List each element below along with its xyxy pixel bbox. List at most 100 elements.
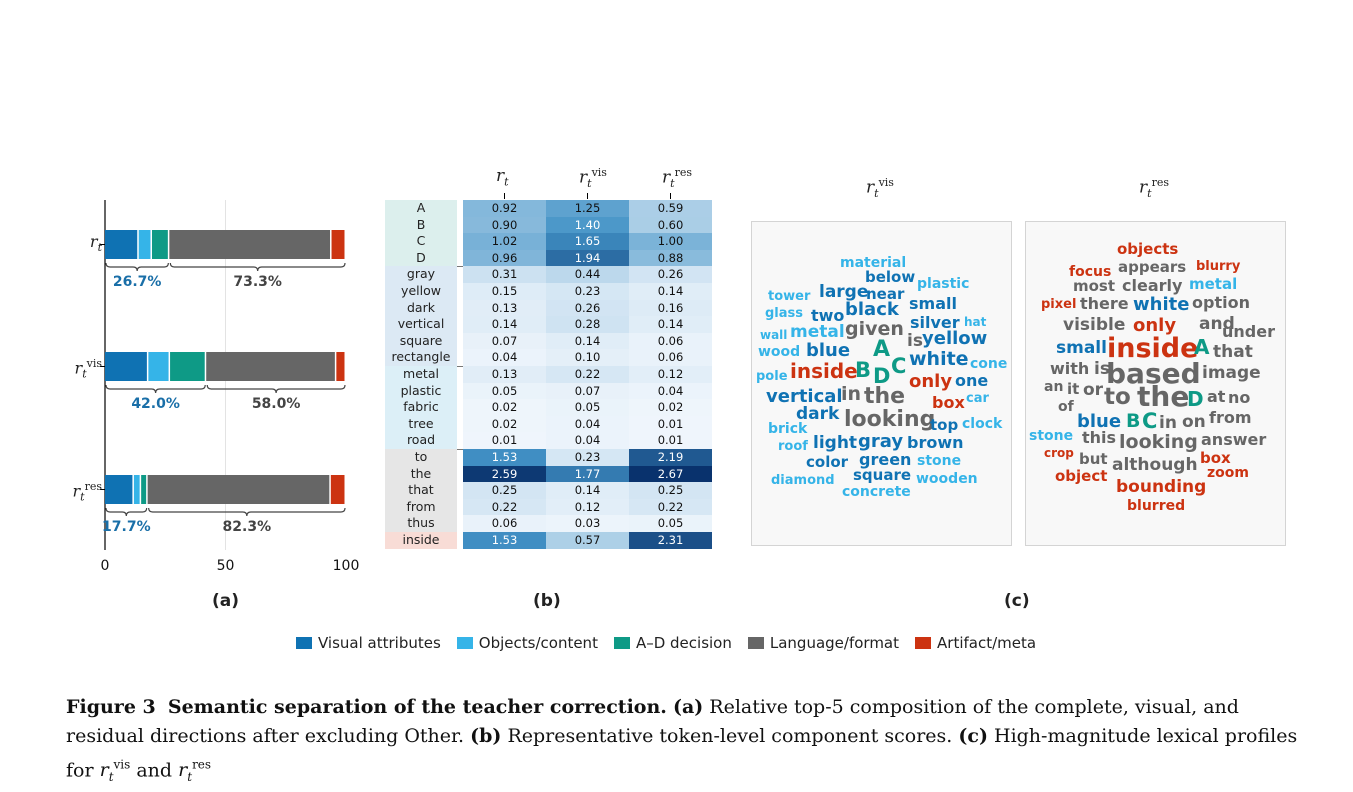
table-cell: 0.15 [463,283,546,300]
wordcloud-word: it [1067,380,1080,398]
table-row-label: that [385,482,457,499]
bar-segment [105,230,138,259]
table-cell: 0.44 [546,266,629,283]
table-cell: 0.04 [546,432,629,449]
wordcloud-word: D [873,364,891,388]
table-row-label: tree [385,415,457,433]
wordcloud-word: bounding [1116,477,1207,497]
caption-symbol-vis: rtvis [99,758,131,785]
table-cell: 0.02 [629,399,712,416]
wordcloud-res: objects focus appears blurry most clearly meta… [1025,221,1286,546]
bar-segment [169,230,331,259]
wordcloud-word: brown [907,433,964,452]
table-cell: 0.59 [629,200,712,217]
legend-item: Language/format [747,634,899,652]
table-row-label: fabric [385,399,457,416]
table-cell: 0.02 [463,415,546,433]
wordcloud-word: of [1058,399,1074,415]
wordcloud-word: square [853,466,912,484]
wordcloud-word: most [1073,277,1116,295]
table-row-label: yellow [385,283,457,300]
wordcloud-word: one [955,371,989,390]
brace [206,384,346,394]
wordcloud-word: given [845,318,904,340]
wordcloud-word: tower [768,289,811,304]
wordcloud-word: car [966,391,989,406]
table-cell: 1.25 [546,200,629,217]
wordcloud-word: blue [1077,411,1122,432]
composition-bar-chart: 0 50 100 rt 26.7% 73.3% rtvis 42.0% 58.0% rtres 17… [73,200,360,574]
table-cell: 0.92 [463,200,546,217]
wordcloud-word: in [1159,413,1177,433]
wordcloud-word: color [806,453,849,471]
table-cell: 0.16 [629,299,712,317]
wordcloud-vis: material below plastic large near tower glass t… [751,221,1012,546]
group-separator [385,365,712,367]
wordcloud-word: image [1202,363,1261,383]
table-cell: 0.22 [546,366,629,383]
caption-b-text: Representative token-level component sco… [507,725,953,747]
wordcloud-word: inside [790,359,858,383]
brace [148,507,346,517]
wordcloud-word: yellow [922,328,988,349]
wordcloud-word: white [1133,294,1190,315]
wordcloud-word: near [866,285,905,303]
table-cell: 0.28 [546,316,629,333]
bar-segment [138,230,151,259]
brace-label: 42.0% [131,396,180,412]
legend-swatch [296,637,312,649]
table-cell: 0.04 [463,349,546,366]
wordcloud-word: zoom [1207,465,1249,481]
wordcloud-word: wood [758,344,801,360]
caption-a-label: (a) [672,696,704,718]
wordcloud-word: metal [790,322,845,342]
table-cell: 0.05 [463,382,546,400]
brace-label: 17.7% [102,519,151,535]
wordcloud-word: blue [806,340,851,361]
table-row-label: plastic [385,382,457,400]
wordcloud-word: or [1083,380,1104,400]
table-cell: 0.26 [546,299,629,317]
table-cell: 0.05 [546,399,629,416]
legend-label: A–D decision [635,634,732,652]
table-cell: 0.26 [629,266,712,283]
column-tick [504,193,505,199]
wordcloud-word: focus [1069,264,1112,280]
table-column-header: rtvis [579,166,607,191]
wordcloud-word: answer [1201,430,1267,449]
table-cell: 1.40 [546,216,629,234]
table-cell: 0.03 [546,515,629,532]
wordcloud-word: is [1094,359,1110,379]
table-row-label: C [385,233,457,250]
caption-and: and [136,759,173,782]
wordcloud-word: stone [917,453,962,469]
wordcloud-word: wooden [916,471,978,487]
legend-item: A–D decision [613,634,732,652]
table-cell: 0.06 [629,349,712,366]
wordcloud-word: pixel [1041,297,1077,312]
brace-label: 73.3% [233,274,282,290]
wordcloud-word: large [819,282,869,302]
wordcloud-word: inside [1107,333,1199,364]
table-cell: 0.57 [546,532,629,549]
wordcloud-word: in [841,383,862,405]
table-cell: 0.04 [546,415,629,433]
brace [169,262,346,272]
table-cell: 0.14 [463,316,546,333]
table-row-label: D [385,249,457,267]
wordcloud-word: box [932,393,965,412]
figure-caption: Figure 3 Semantic separation of the teac… [66,693,1306,792]
bar-segment [133,475,140,504]
wordcloud-word: diamond [771,473,835,488]
wordcloud-word: on [1182,412,1206,432]
wordcloud-word: hat [964,315,987,329]
wordcloud-word: black [845,299,899,320]
wordcloud-word: glass [765,306,804,321]
table-cell: 0.01 [463,432,546,449]
caption-title: Semantic separation of the teacher corre… [167,696,667,718]
table-cell: 0.05 [629,515,712,532]
legend-swatch [613,637,630,649]
x-tick-label: 100 [333,558,360,574]
wordcloud-word: cone [970,356,1008,372]
brace [105,507,148,517]
